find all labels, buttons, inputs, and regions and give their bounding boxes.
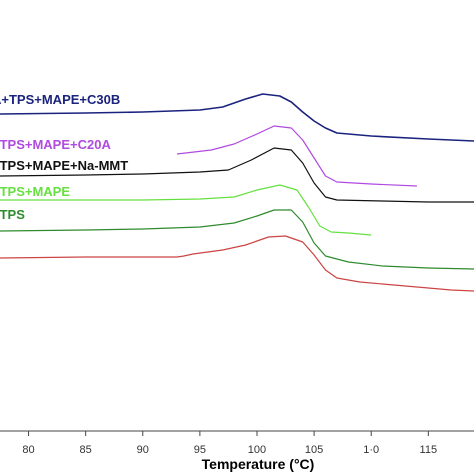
x-tick-label: 115 bbox=[420, 444, 438, 456]
x-tick-label: 105 bbox=[305, 444, 323, 456]
curves-layer bbox=[0, 93, 474, 292]
x-axis-title: Temperature (°C) bbox=[202, 456, 315, 472]
x-axis: 80 85 90 95 100 105 1·0 115 bbox=[0, 430, 474, 456]
x-tick-label: 80 bbox=[22, 444, 34, 456]
x-tick-label: 95 bbox=[194, 444, 206, 456]
series-line-1 bbox=[176, 125, 417, 187]
series-line-4 bbox=[0, 209, 474, 270]
series-label-c20a: +TPS+MAPE+C20A bbox=[0, 137, 111, 152]
series-line-2 bbox=[0, 147, 474, 203]
series-label-tps: +TPS bbox=[0, 207, 25, 222]
x-tick-label: 85 bbox=[80, 444, 92, 456]
series-line-0 bbox=[0, 93, 474, 142]
x-tick-label: 1·0 bbox=[363, 444, 379, 456]
x-tick-label: 100 bbox=[248, 444, 266, 456]
series-line-3 bbox=[0, 184, 372, 236]
series-label-c30b: A+TPS+MAPE+C30B bbox=[0, 92, 120, 107]
series-label-mape: +TPS+MAPE bbox=[0, 184, 70, 199]
x-tick-label: 90 bbox=[137, 444, 149, 456]
series-label-na-mmt: +TPS+MAPE+Na-MMT bbox=[0, 158, 128, 173]
series-labels-layer: A+TPS+MAPE+C30B +TPS+MAPE+C20A +TPS+MAPE… bbox=[0, 92, 128, 222]
series-line-5 bbox=[0, 235, 474, 292]
